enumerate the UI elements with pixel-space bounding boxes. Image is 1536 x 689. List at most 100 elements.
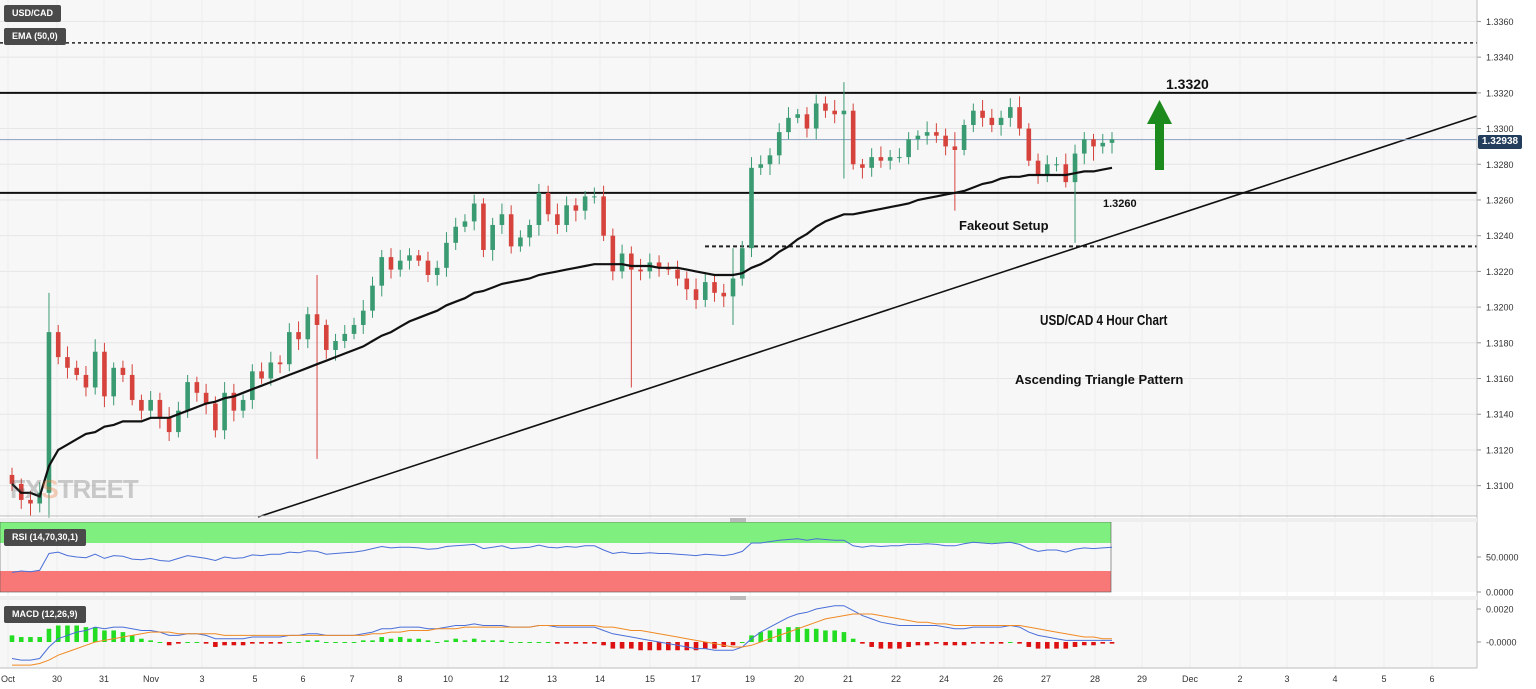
macd-histogram-bar [610,642,616,649]
macd-histogram-bar [619,642,625,649]
resistance-label: 1.3320 [1166,76,1209,92]
macd-histogram-bar [83,627,89,642]
macd-histogram-bar [758,632,764,642]
candle-body [370,285,375,311]
rsi-tag[interactable]: RSI (14,70,30,1) [4,529,87,546]
rsi-y-tick-label: 50.0000 [1486,553,1519,563]
macd-histogram-bar [1100,642,1106,644]
x-tick-label: Oct [1,674,16,684]
macd-histogram-bar [259,642,264,644]
macd-histogram-bar [296,642,301,643]
ema-tag[interactable]: EMA (50,0) [4,28,66,45]
y-tick-label: 1.3200 [1486,303,1514,313]
candle-body [1035,160,1041,175]
macd-histogram-bar [148,640,153,642]
macd-histogram-bar [453,638,458,642]
macd-histogram-bar [323,642,329,643]
candle-body [1091,139,1096,147]
price-plot-area [0,0,1477,516]
macd-histogram-bar [536,642,542,643]
macd-histogram-bar [887,642,893,649]
x-tick-label: 2 [1237,674,1242,684]
macd-histogram-bar [444,640,449,642]
macd-histogram-bar [869,642,874,647]
macd-histogram-bar [712,642,717,649]
macd-histogram-bar [924,642,930,646]
candle-body [869,157,874,168]
macd-histogram-bar [268,642,274,644]
candle-body [915,135,921,140]
candle-body [379,257,385,286]
macd-histogram-bar [1072,642,1078,647]
macd-histogram-bar [813,628,819,642]
symbol-tag[interactable]: USD/CAD [4,5,62,22]
candle-body [453,226,458,243]
candle-body [490,224,495,250]
candle-body [231,392,237,411]
candle-body [592,196,597,198]
macd-histogram-bar [767,630,773,642]
candle-body [924,132,930,136]
x-tick-label: Nov [143,674,160,684]
y-tick-label: 1.3260 [1486,195,1514,205]
macd-histogram-bar [1026,642,1032,647]
candle-body [675,269,680,279]
candle-body [277,362,283,365]
y-tick-label: 1.3280 [1486,160,1514,170]
candle-body [629,253,634,270]
candle-body [1100,142,1106,147]
macd-histogram-bar [592,642,597,644]
candle-body [813,103,819,129]
macd-histogram-bar [471,638,477,642]
macd-histogram-bar [934,642,939,644]
candle-body [1054,164,1059,166]
x-tick-label: 27 [1041,674,1051,684]
candle-body [582,196,588,211]
candle-body [102,351,107,397]
x-tick-label: 10 [443,674,453,684]
candle-body [397,260,403,270]
rsi-overbought-zone [0,522,1111,543]
x-tick-label: 26 [993,674,1003,684]
macd-histogram-bar [481,640,486,642]
candle-body [342,333,348,342]
macd-histogram-bar [9,635,15,642]
macd-tag[interactable]: MACD (12,26,9) [4,606,86,623]
macd-histogram-bar [508,642,514,643]
macd-histogram-bar [360,640,366,642]
ascending-trendline [257,115,1478,518]
candle-body [1008,107,1013,118]
candle-body [989,117,995,125]
macd-histogram-bar [656,642,662,651]
macd-histogram-bar [702,642,708,649]
candle-body [139,399,144,411]
macd-histogram-bar [425,640,431,642]
candle-body [980,110,985,118]
x-tick-label: 12 [499,674,509,684]
macd-histogram-bar [832,630,837,642]
candle-body [407,255,412,261]
candle-body [1026,128,1032,161]
candle-body [351,324,357,334]
support-label: 1.3260 [1103,198,1137,210]
macd-histogram-bar [666,642,671,651]
candle-body [823,103,828,111]
macd-histogram-bar [629,642,634,649]
candle-body [240,399,246,411]
macd-histogram-bar [1091,642,1096,646]
macd-histogram-bar [213,642,218,647]
candle-body [850,110,856,165]
macd-histogram-bar [573,642,579,644]
macd-histogram-bar [971,642,976,644]
macd-histogram-bar [998,642,1004,644]
macd-histogram-bar [989,642,995,644]
candlesticks [9,82,1115,518]
y-tick-label: 1.3220 [1486,267,1514,277]
macd-histogram-bar [139,638,144,642]
macd-histogram-bar [1008,642,1013,643]
macd-histogram-bar [1081,642,1087,646]
macd-histogram-bar [601,642,606,646]
candle-body [684,278,690,290]
x-tick-label: 6 [1429,674,1434,684]
candle-body [425,260,431,275]
